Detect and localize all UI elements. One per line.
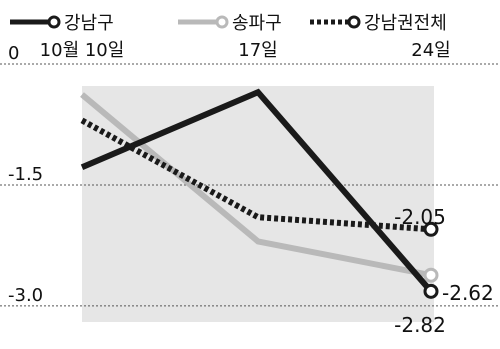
data-labels: -2.82 -2.62 -2.05 xyxy=(394,205,494,337)
series-end-markers xyxy=(423,221,439,299)
x-tick-label: 24일 xyxy=(411,40,450,61)
data-label: -2.05 xyxy=(394,205,446,229)
y-tick-label: -3.0 xyxy=(8,285,43,306)
legend: 강남구 송파구 강남권전체 xyxy=(10,13,447,34)
legend-swatch-marker-2 xyxy=(347,15,361,29)
series-end-marker-2 xyxy=(423,221,439,237)
series-lines xyxy=(80,88,434,294)
plot-area-background xyxy=(82,86,434,322)
legend-swatch-marker-0 xyxy=(47,15,61,29)
legend-label: 강남권전체 xyxy=(364,13,447,34)
series-line-0 xyxy=(80,88,434,294)
x-axis-labels: 10월 10일 17일 24일 xyxy=(40,40,451,61)
data-label: -2.62 xyxy=(442,281,494,305)
x-tick-label: 10월 10일 xyxy=(40,40,125,61)
series-end-marker-0 xyxy=(423,283,439,299)
legend-swatch-marker-1 xyxy=(215,15,229,29)
y-tick-label: 0 xyxy=(8,43,19,64)
series-end-marker-1 xyxy=(423,267,439,283)
y-axis-labels: 0 -1.5 -3.0 xyxy=(8,43,43,306)
data-label: -2.82 xyxy=(394,313,446,337)
grid-lines xyxy=(0,63,500,307)
y-tick-label: -1.5 xyxy=(8,164,43,185)
legend-label: 송파구 xyxy=(232,13,282,34)
x-tick-label: 17일 xyxy=(238,40,277,61)
legend-label: 강남구 xyxy=(64,13,114,34)
